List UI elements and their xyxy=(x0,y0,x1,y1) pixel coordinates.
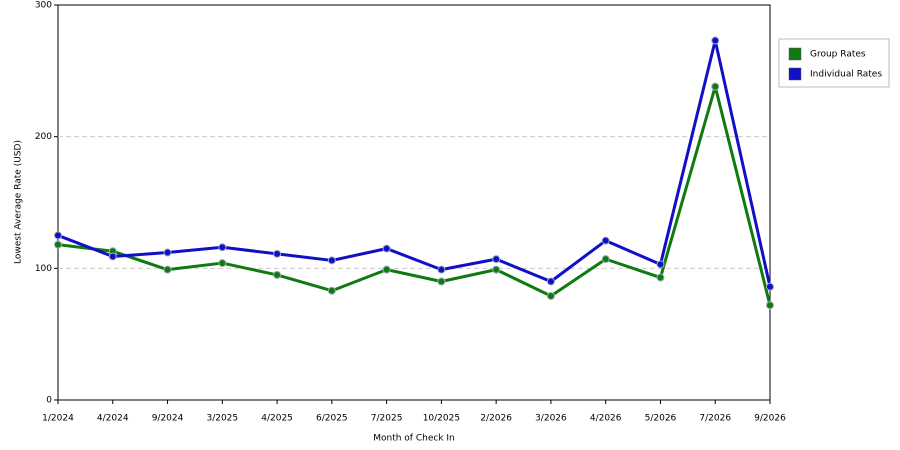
x-tick-label: 7/2025 xyxy=(371,414,403,424)
point-marker xyxy=(54,240,62,249)
point-marker xyxy=(382,244,391,253)
point-marker xyxy=(218,259,227,268)
point-marker xyxy=(382,265,391,274)
y-tick-label: 100 xyxy=(35,264,52,274)
legend-label: Group Rates xyxy=(810,50,866,60)
point-marker xyxy=(437,277,446,286)
y-tick-label: 0 xyxy=(46,396,52,406)
legend-swatch xyxy=(788,67,802,81)
point-marker xyxy=(327,286,336,295)
x-tick-label: 5/2026 xyxy=(645,414,677,424)
point-marker xyxy=(601,255,610,264)
x-tick-label: 9/2024 xyxy=(152,414,184,424)
legend-label: Individual Rates xyxy=(810,70,882,80)
x-tick-label: 7/2026 xyxy=(699,414,731,424)
point-marker xyxy=(601,236,610,245)
series-line xyxy=(57,85,772,306)
x-tick-label: 3/2025 xyxy=(206,414,238,424)
point-marker xyxy=(273,270,282,279)
point-marker xyxy=(163,265,172,274)
point-marker xyxy=(766,301,774,310)
point-marker xyxy=(492,265,501,274)
legend-swatch xyxy=(788,47,802,61)
point-marker xyxy=(273,249,282,258)
point-marker xyxy=(546,291,555,300)
x-axis-label: Month of Check In xyxy=(373,434,455,444)
x-tick-label: 4/2025 xyxy=(261,414,293,424)
point-marker xyxy=(766,282,774,291)
point-marker xyxy=(108,252,117,261)
x-tick-label: 2/2026 xyxy=(480,414,512,424)
plot-frame xyxy=(57,4,771,401)
point-marker xyxy=(327,256,336,265)
point-marker xyxy=(218,243,227,252)
point-marker xyxy=(546,277,555,286)
x-tick-label: 4/2026 xyxy=(590,414,622,424)
point-marker xyxy=(711,82,720,91)
point-marker xyxy=(492,255,501,264)
point-marker xyxy=(163,248,172,257)
x-tick-label: 9/2026 xyxy=(754,414,786,424)
point-marker xyxy=(54,231,62,240)
point-marker xyxy=(656,273,665,282)
y-tick-label: 200 xyxy=(35,132,52,142)
point-marker xyxy=(711,36,720,45)
y-axis-label: Lowest Average Rate (USD) xyxy=(14,140,24,264)
point-marker xyxy=(656,260,665,269)
x-tick-label: 1/2024 xyxy=(42,414,74,424)
x-tick-label: 3/2026 xyxy=(535,414,567,424)
y-tick-label: 300 xyxy=(35,1,52,11)
x-tick-label: 10/2025 xyxy=(423,414,460,424)
x-tick-label: 4/2024 xyxy=(97,414,129,424)
series-line xyxy=(57,39,772,288)
point-marker xyxy=(437,265,446,274)
x-tick-label: 6/2025 xyxy=(316,414,348,424)
